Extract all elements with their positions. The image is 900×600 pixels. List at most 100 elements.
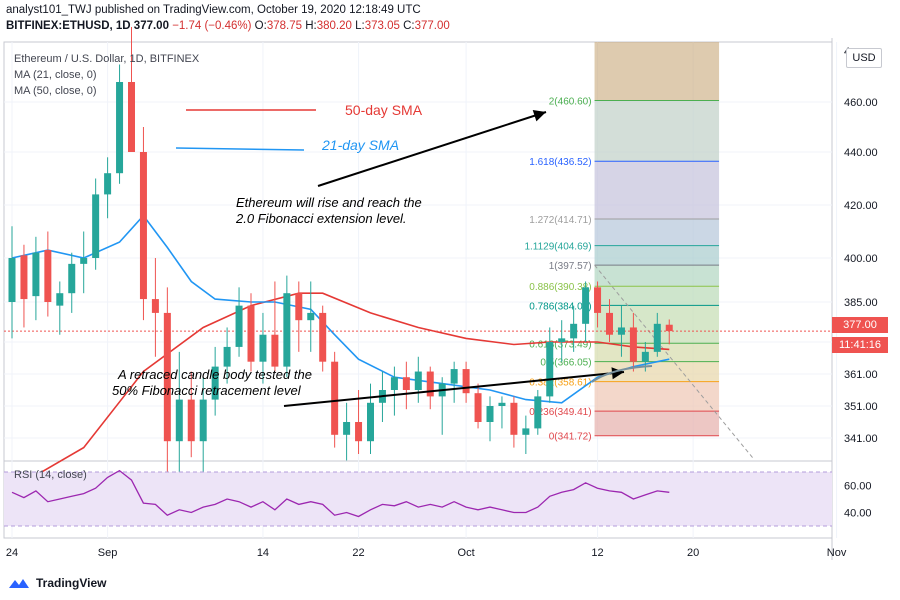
candle-body	[343, 422, 351, 435]
legend-ma21[interactable]: MA (21, close, 0)	[14, 69, 97, 81]
fib-zone	[594, 219, 720, 246]
legend-title[interactable]: Ethereum / U.S. Dollar, 1D, BITFINEX	[14, 53, 200, 65]
arrow-to-target-head	[532, 110, 546, 122]
candle-body	[474, 393, 482, 422]
fib-level-label: 0.382(358.61)	[529, 378, 591, 389]
price-tick-label: 361.00	[844, 369, 878, 381]
price-tick-label: 460.00	[844, 97, 878, 109]
candle-body	[259, 334, 267, 362]
fib-level-label: 1(397.57)	[549, 261, 592, 272]
candle-body	[56, 293, 64, 306]
publisher-text: analyst101_TWJ published on TradingView.…	[6, 4, 421, 16]
candle-body	[546, 342, 554, 397]
sma21-key-line	[175, 147, 305, 151]
candle-body	[570, 323, 578, 339]
legend-rsi[interactable]: RSI (14, close)	[14, 469, 87, 481]
candle-body	[44, 250, 52, 302]
fib-zone	[594, 265, 720, 287]
fib-level-label: 1.1129(404.69)	[524, 242, 591, 253]
last-price: 377.00	[133, 20, 169, 32]
arrow-retrace	[283, 371, 625, 407]
fib-zone	[594, 361, 720, 382]
open-label: O:	[254, 20, 267, 32]
candle-body	[283, 293, 291, 367]
fib-level-label: 1.272(414.71)	[529, 215, 591, 226]
fib-level-label: 2(460.60)	[549, 97, 592, 108]
annotation-retrace-line2: 50% Fibonacci retracement level	[112, 383, 302, 398]
fib-level-label: 0.5(366.05)	[540, 358, 591, 369]
time-tick-label: 20	[687, 547, 699, 559]
price-tick-label: 400.00	[844, 253, 878, 265]
rsi-line	[11, 469, 670, 518]
candle-body	[271, 334, 279, 367]
candle-body	[426, 371, 434, 397]
time-tick-label: 22	[352, 547, 364, 559]
time-tick-label: 12	[591, 547, 603, 559]
fib-level-label: 1.618(436.52)	[529, 157, 591, 168]
publisher-line: analyst101_TWJ published on TradingView.…	[6, 4, 421, 16]
candle-body	[582, 287, 590, 324]
close-value: 377.00	[414, 20, 450, 32]
fib-zone	[594, 411, 720, 436]
fib-zone	[594, 245, 720, 266]
annotation-rise-line1: Ethereum will rise and reach the	[236, 195, 422, 210]
countdown-tag: 11:41:16	[832, 337, 888, 353]
candle-body	[510, 402, 518, 435]
candle-body	[175, 399, 183, 442]
fibonacci-extension[interactable]: 0(341.72) 0.236(349.41) 0.382(358.61) 0.5(3…	[524, 42, 754, 459]
low-value: 373.05	[364, 20, 400, 32]
fib-level-label: 0.618(373.49)	[529, 339, 591, 350]
rsi-tick-label: 40.00	[844, 508, 872, 520]
time-tick-label: Nov	[827, 547, 847, 559]
candle-body	[211, 366, 219, 400]
rsi-band	[4, 472, 832, 526]
candle-body	[522, 428, 530, 435]
candle-body	[450, 369, 458, 384]
candle-body	[68, 263, 76, 294]
candle-body	[462, 369, 470, 394]
price-tick-label: 351.00	[844, 401, 878, 413]
fib-zone	[594, 100, 720, 162]
candle-body	[247, 305, 255, 362]
sma50-line	[11, 292, 670, 490]
fib-zone-top	[594, 42, 720, 101]
price-tick-label: 420.00	[844, 200, 878, 212]
candle-body	[139, 152, 147, 300]
fib-level-label: 0(341.72)	[549, 432, 592, 443]
candle-body	[594, 287, 602, 313]
candle-body	[606, 312, 613, 335]
candle-body	[307, 312, 315, 321]
candle-body	[486, 406, 494, 422]
fib-level-label: 0.886(390.38)	[529, 282, 591, 293]
tradingview-logo[interactable]: TradingView	[8, 574, 106, 592]
annotation-rise-line2: 2.0 Fibonacci extension level.	[235, 211, 407, 226]
time-tick-label: 14	[257, 547, 269, 559]
low-label: L:	[355, 20, 365, 32]
candle-body	[128, 82, 135, 152]
candle-body	[295, 293, 303, 321]
candle-body	[498, 402, 506, 406]
fib-zone	[594, 381, 720, 412]
tradingview-logo-text: TradingView	[36, 576, 107, 590]
candle-body	[355, 422, 363, 442]
legend-ma50[interactable]: MA (50, close, 0)	[14, 85, 97, 97]
fib-zone	[594, 161, 720, 220]
candle-body	[390, 377, 398, 390]
candle-body	[617, 327, 625, 335]
candle-body	[163, 312, 171, 442]
ohlc-line: BITFINEX:ETHUSD, 1D 377.00 −1.74 (−0.46%…	[6, 20, 450, 32]
open-value: 378.75	[266, 20, 302, 32]
trend-curve	[591, 365, 653, 383]
fib-zone	[594, 286, 720, 306]
currency-button[interactable]: USD	[846, 48, 882, 68]
candle-body	[665, 324, 673, 332]
candle-body	[116, 82, 124, 174]
candlesticks	[4, 27, 832, 490]
candle-body	[32, 252, 40, 297]
candle-body	[653, 323, 661, 352]
candle-body	[367, 402, 374, 442]
arrow-to-target	[317, 111, 547, 187]
candle-body	[151, 299, 159, 313]
high-value: 380.20	[316, 20, 352, 32]
